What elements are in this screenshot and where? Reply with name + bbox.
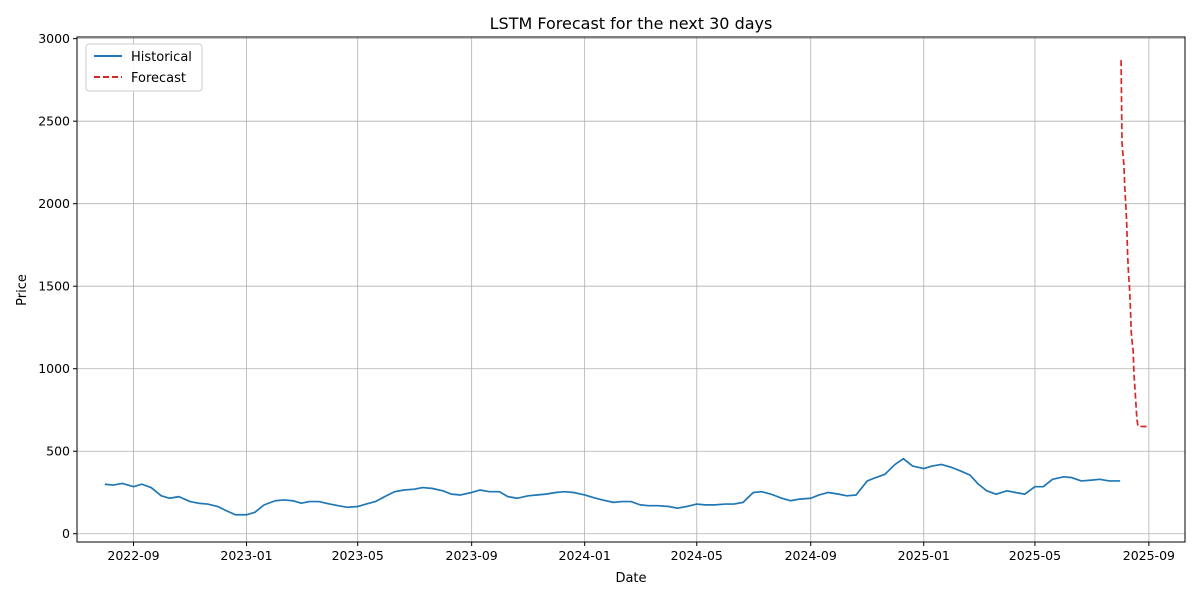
grid-lines bbox=[77, 37, 1185, 542]
y-tick-label: 2000 bbox=[38, 196, 70, 211]
x-axis-ticks: 2022-09 2023-01 2023-05 2023-09 2024-01 2024-… bbox=[107, 542, 1175, 563]
x-tick-label: 2023-09 bbox=[446, 548, 498, 563]
x-tick-label: 2024-01 bbox=[559, 548, 611, 563]
y-axis-ticks: 0 500 1000 1500 2000 2500 3000 bbox=[38, 31, 77, 541]
legend-historical-label: Historical bbox=[131, 50, 192, 65]
y-tick-label: 1500 bbox=[38, 279, 70, 294]
y-tick-label: 2500 bbox=[38, 114, 70, 129]
x-tick-label: 2025-05 bbox=[1009, 548, 1061, 563]
legend-forecast-label: Forecast bbox=[131, 71, 186, 86]
x-tick-label: 2023-01 bbox=[220, 548, 272, 563]
x-tick-label: 2023-05 bbox=[332, 548, 384, 563]
plot-frame bbox=[76, 36, 1186, 543]
x-tick-label: 2022-09 bbox=[107, 548, 159, 563]
x-tick-label: 2025-09 bbox=[1123, 548, 1175, 563]
x-tick-label: 2025-01 bbox=[898, 548, 950, 563]
x-tick-label: 2024-09 bbox=[785, 548, 837, 563]
y-tick-label: 500 bbox=[46, 444, 70, 459]
forecast-series-line bbox=[1120, 60, 1148, 428]
y-tick-label: 3000 bbox=[38, 31, 70, 46]
chart-title: LSTM Forecast for the next 30 days bbox=[490, 14, 773, 33]
plot-area bbox=[104, 60, 1148, 516]
y-tick-label: 1000 bbox=[38, 361, 70, 376]
x-tick-label: 2024-05 bbox=[671, 548, 723, 563]
y-tick-label: 0 bbox=[62, 526, 70, 541]
legend: Historical Forecast bbox=[85, 43, 203, 92]
y-axis-label: Price bbox=[15, 274, 30, 306]
x-axis-label: Date bbox=[615, 571, 646, 586]
historical-series-line bbox=[104, 457, 1121, 516]
